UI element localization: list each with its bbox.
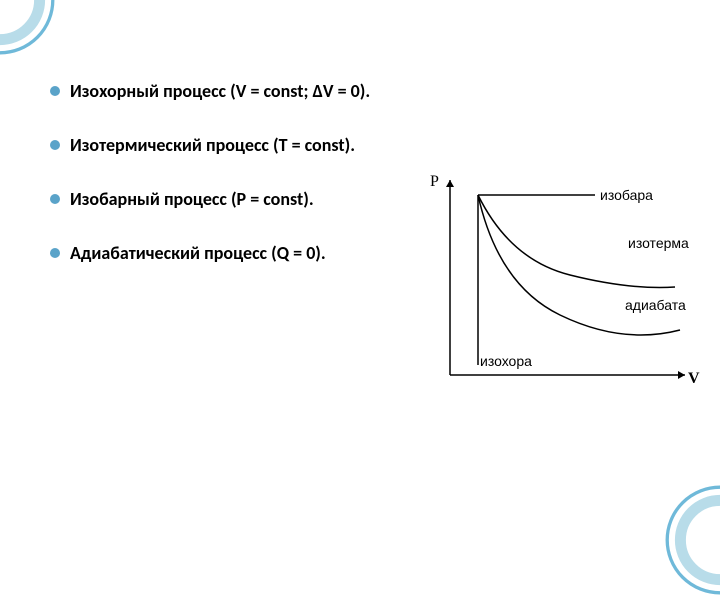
corner-decoration-bottom-right bbox=[665, 485, 720, 595]
bullet-dot-icon bbox=[50, 248, 60, 258]
isobar-label: изобара bbox=[600, 187, 653, 203]
slide: Изохорный процесс (V = const; ΔV = 0). И… bbox=[0, 0, 720, 540]
bullet-item: Изотермический процесс (T = const). bbox=[50, 134, 430, 156]
bullet-dot-icon bbox=[50, 194, 60, 204]
x-axis-arrow-icon bbox=[678, 371, 685, 379]
y-axis-label: P bbox=[430, 173, 439, 191]
bullet-text: Изобарный процесс (P = const). bbox=[70, 188, 314, 210]
adiabat-label: адиабата bbox=[625, 297, 686, 313]
corner-decoration-top-left bbox=[0, 0, 55, 55]
bullet-item: Изобарный процесс (P = const). bbox=[50, 188, 430, 210]
pv-diagram: P V изобара изотерма адиабата изохора bbox=[420, 175, 700, 405]
bullet-text: Изотермический процесс (T = const). bbox=[70, 134, 355, 156]
bullet-dot-icon bbox=[50, 140, 60, 150]
bullet-list: Изохорный процесс (V = const; ΔV = 0). И… bbox=[50, 80, 430, 296]
isotherm-label: изотерма bbox=[628, 235, 689, 251]
isochor-label: изохора bbox=[480, 353, 532, 369]
adiabat-curve bbox=[478, 195, 680, 335]
bullet-text: Адиабатический процесс (Q = 0). bbox=[70, 242, 326, 264]
y-axis-arrow-icon bbox=[446, 180, 454, 187]
bullet-item: Изохорный процесс (V = const; ΔV = 0). bbox=[50, 80, 430, 102]
bullet-text: Изохорный процесс (V = const; ΔV = 0). bbox=[70, 80, 370, 102]
bullet-item: Адиабатический процесс (Q = 0). bbox=[50, 242, 430, 264]
x-axis-label: V bbox=[688, 370, 700, 388]
bullet-dot-icon bbox=[50, 86, 60, 96]
